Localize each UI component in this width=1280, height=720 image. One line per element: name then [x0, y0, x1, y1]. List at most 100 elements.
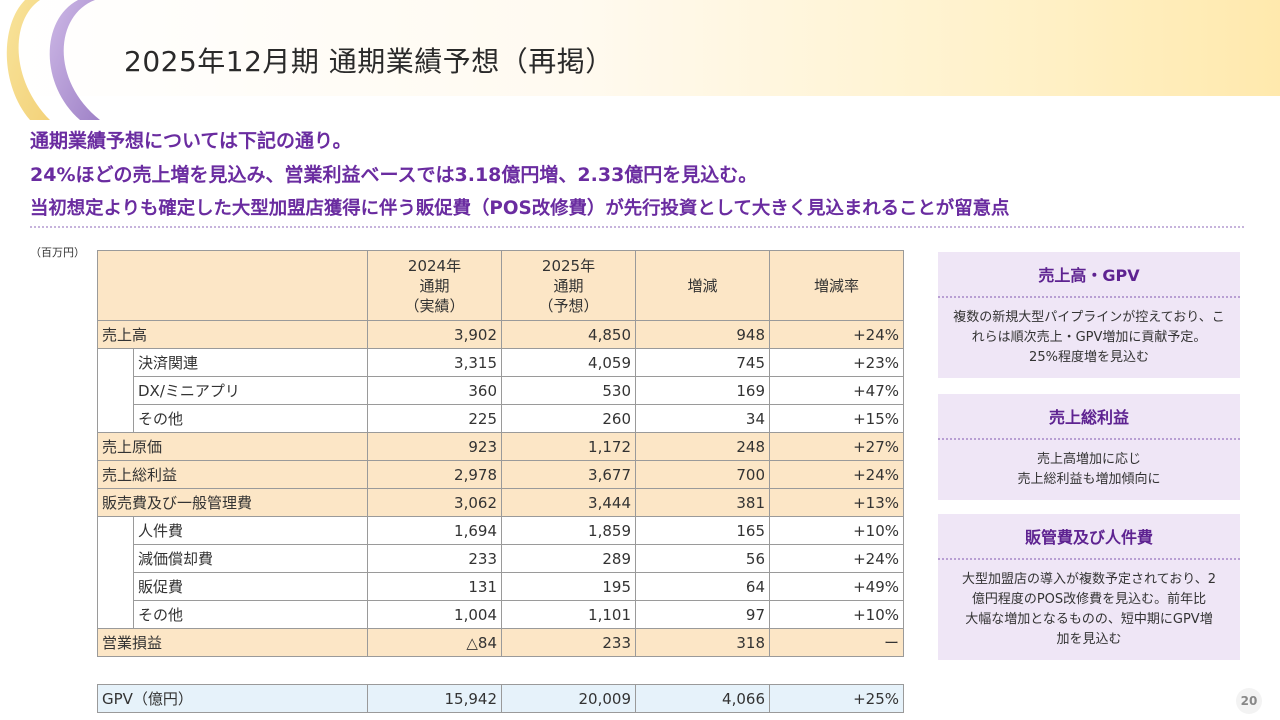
- value-cell: 3,677: [501, 460, 636, 489]
- gpv-value-cell: +25%: [769, 684, 904, 713]
- value-cell: +49%: [769, 572, 904, 601]
- spacer-cell: [97, 656, 904, 685]
- lead-text: 通期業績予想については下記の通り。 24%ほどの売上増を見込み、営業利益ベースで…: [30, 124, 1250, 226]
- row-label: 売上総利益: [97, 460, 368, 489]
- value-cell: +47%: [769, 376, 904, 405]
- row-sublabel: 販促費: [133, 572, 368, 601]
- value-cell: 1,172: [501, 432, 636, 461]
- row-sublabel: 人件費: [133, 516, 368, 545]
- value-cell: +15%: [769, 404, 904, 433]
- table-row: 減価償却費 233 289 56 +24%: [97, 544, 904, 573]
- header-blank: [97, 250, 368, 321]
- page-title: 2025年12月期 通期業績予想（再掲）: [124, 45, 614, 78]
- value-cell: 3,902: [367, 320, 502, 349]
- value-cell: 923: [367, 432, 502, 461]
- row-sublabel: 決済関連: [133, 348, 368, 377]
- gpv-value-cell: 15,942: [367, 684, 502, 713]
- value-cell: 948: [635, 320, 770, 349]
- value-cell: 2,978: [367, 460, 502, 489]
- value-cell: 3,315: [367, 348, 502, 377]
- indent-cell: [97, 348, 134, 377]
- row-sublabel: その他: [133, 404, 368, 433]
- value-cell: +24%: [769, 544, 904, 573]
- header-2024-line3: （実績）: [404, 296, 465, 315]
- table-row: 売上総利益 2,978 3,677 700 +24%: [97, 460, 904, 489]
- table-row: 人件費 1,694 1,859 165 +10%: [97, 516, 904, 545]
- side-panel-title: 売上高・GPV: [938, 252, 1240, 298]
- indent-cell: [97, 572, 134, 601]
- value-cell: 248: [635, 432, 770, 461]
- header-2024-line2: 通期: [419, 276, 450, 295]
- side-panel-line: 売上総利益も増加傾向に: [1017, 472, 1161, 487]
- table-row: 販売費及び一般管理費 3,062 3,444 381 +13%: [97, 488, 904, 517]
- value-cell: 1,101: [501, 600, 636, 629]
- indent-cell: [97, 516, 134, 545]
- side-panel: 販管費及び人件費 大型加盟店の導入が複数予定されており、2 億円程度のPOS改修費を…: [938, 514, 1240, 660]
- gpv-label: GPV（億円）: [97, 684, 368, 713]
- gpv-value-cell: 20,009: [501, 684, 636, 713]
- value-cell: 700: [635, 460, 770, 489]
- row-label: 売上原価: [97, 432, 368, 461]
- header-2025-line2: 通期: [553, 276, 584, 295]
- side-panel-line: 加を見込む: [1056, 632, 1122, 647]
- row-sublabel: その他: [133, 600, 368, 629]
- side-panel-line: 複数の新規大型パイプラインが控えており、こ: [953, 310, 1225, 325]
- header-2024-line1: 2024年: [407, 256, 462, 275]
- value-cell: 318: [635, 628, 770, 657]
- gpv-row: GPV（億円） 15,942 20,009 4,066 +25%: [97, 684, 904, 713]
- lead-divider: [30, 226, 1244, 228]
- value-cell: ー: [769, 628, 904, 657]
- side-panel-body: 複数の新規大型パイプラインが控えており、こ れらは順次売上・GPV増加に貢献予定。…: [938, 298, 1240, 378]
- value-cell: +24%: [769, 460, 904, 489]
- side-panel-line: れらは順次売上・GPV増加に貢献予定。: [971, 330, 1207, 345]
- row-sublabel: 減価償却費: [133, 544, 368, 573]
- side-panel-line: 億円程度のPOS改修費を見込む。前年比: [971, 592, 1207, 607]
- unit-label: （百万円）: [30, 246, 85, 259]
- indent-cell: [97, 544, 134, 573]
- value-cell: +27%: [769, 432, 904, 461]
- side-panel-line: 25%程度増を見込む: [1029, 350, 1149, 365]
- row-sublabel: DX/ミニアプリ: [133, 376, 368, 405]
- value-cell: 34: [635, 404, 770, 433]
- table-row: 営業損益 △84 233 318 ー: [97, 628, 904, 657]
- indent-cell: [97, 376, 134, 405]
- value-cell: 233: [367, 544, 502, 573]
- value-cell: 225: [367, 404, 502, 433]
- header-2025-line1: 2025年: [541, 256, 596, 275]
- header-2024: 2024年 通期 （実績）: [367, 250, 502, 321]
- value-cell: 3,444: [501, 488, 636, 517]
- value-cell: 169: [635, 376, 770, 405]
- value-cell: +10%: [769, 516, 904, 545]
- side-panel-line: 大型加盟店の導入が複数予定されており、2: [962, 572, 1216, 587]
- crescent-decoration-icon: [6, 0, 100, 120]
- table-row: 売上高 3,902 4,850 948 +24%: [97, 320, 904, 349]
- side-panel: 売上高・GPV 複数の新規大型パイプラインが控えており、こ れらは順次売上・GPV増…: [938, 252, 1240, 378]
- table-row: その他 1,004 1,101 97 +10%: [97, 600, 904, 629]
- value-cell: △84: [367, 628, 502, 657]
- value-cell: 97: [635, 600, 770, 629]
- side-panel: 売上総利益 売上高増加に応じ 売上総利益も増加傾向に: [938, 394, 1240, 500]
- value-cell: 289: [501, 544, 636, 573]
- value-cell: +24%: [769, 320, 904, 349]
- table-row: 販促費 131 195 64 +49%: [97, 572, 904, 601]
- side-panel-body: 大型加盟店の導入が複数予定されており、2 億円程度のPOS改修費を見込む。前年比大…: [938, 560, 1240, 660]
- value-cell: +13%: [769, 488, 904, 517]
- value-cell: 4,850: [501, 320, 636, 349]
- value-cell: 64: [635, 572, 770, 601]
- value-cell: +23%: [769, 348, 904, 377]
- value-cell: 1,694: [367, 516, 502, 545]
- indent-cell: [97, 404, 134, 433]
- financial-forecast-table: 2024年 通期 （実績） 2025年 通期 （予想） 増減 増減率 売上高 3,…: [97, 250, 904, 713]
- lead-line-3: 当初想定よりも確定した大型加盟店獲得に伴う販促費（POS改修費）が先行投資として…: [30, 198, 1010, 219]
- lead-line-2: 24%ほどの売上増を見込み、営業利益ベースでは3.18億円増、2.33億円を見込…: [30, 164, 758, 186]
- header-2025-line3: （予想）: [538, 296, 599, 315]
- side-panel-line: 売上高増加に応じ: [1036, 452, 1141, 467]
- row-label: 売上高: [97, 320, 368, 349]
- table-row: DX/ミニアプリ 360 530 169 +47%: [97, 376, 904, 405]
- value-cell: 195: [501, 572, 636, 601]
- value-cell: 260: [501, 404, 636, 433]
- table-row: その他 225 260 34 +15%: [97, 404, 904, 433]
- header-change-rate: 増減率: [769, 250, 904, 321]
- table-header-row: 2024年 通期 （実績） 2025年 通期 （予想） 増減 増減率: [97, 250, 904, 321]
- value-cell: 131: [367, 572, 502, 601]
